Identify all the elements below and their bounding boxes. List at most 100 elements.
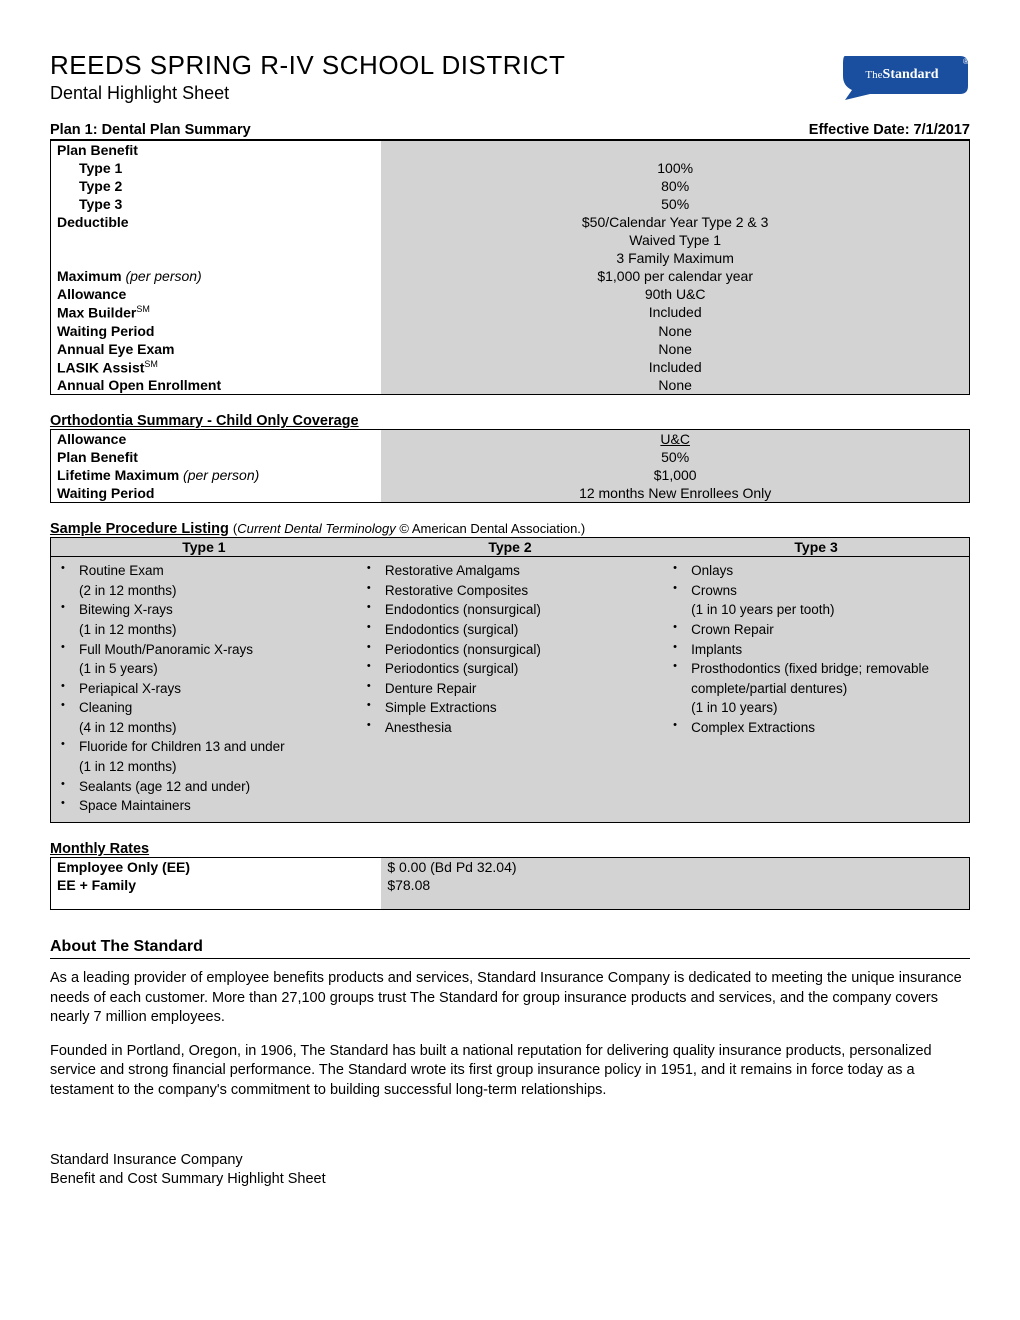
list-item: Restorative Amalgams bbox=[367, 561, 653, 581]
col-head-2: Type 2 bbox=[357, 538, 663, 557]
table-row: Waiting PeriodNone bbox=[51, 322, 970, 340]
list-item: Periodontics (surgical) bbox=[367, 659, 653, 679]
row-label: LASIK AssistSM bbox=[51, 358, 382, 377]
list-item: Fluoride for Children 13 and under(1 in … bbox=[61, 737, 347, 776]
list-item-sub: (1 in 12 months) bbox=[79, 757, 347, 777]
rate-label: EE + Family bbox=[51, 876, 382, 894]
row-label: Waiting Period bbox=[51, 484, 382, 503]
table-row: Lifetime Maximum (per person)$1,000 bbox=[51, 466, 970, 484]
effective-date: Effective Date: 7/1/2017 bbox=[809, 122, 970, 138]
list-item-sub: (4 in 12 months) bbox=[79, 718, 347, 738]
row-label: Waiting Period bbox=[51, 322, 382, 340]
row-label: Annual Open Enrollment bbox=[51, 376, 382, 395]
row-label: Annual Eye Exam bbox=[51, 340, 382, 358]
doc-subtitle: Dental Highlight Sheet bbox=[50, 83, 565, 104]
table-row: LASIK AssistSMIncluded bbox=[51, 358, 970, 377]
about-p2: Founded in Portland, Oregon, in 1906, Th… bbox=[50, 1042, 970, 1101]
list-item: Space Maintainers bbox=[61, 796, 347, 816]
spacer-row bbox=[51, 894, 970, 910]
footer-line1: Standard Insurance Company bbox=[50, 1151, 970, 1171]
footer: Standard Insurance Company Benefit and C… bbox=[50, 1151, 970, 1190]
table-row: Annual Eye ExamNone bbox=[51, 340, 970, 358]
row-value: Included bbox=[381, 358, 969, 377]
sample-title: Sample Procedure Listing bbox=[50, 521, 229, 537]
col-head-3: Type 3 bbox=[663, 538, 969, 557]
row-value: None bbox=[381, 322, 969, 340]
table-row: Type 1100% bbox=[51, 159, 970, 177]
table-row: 3 Family Maximum bbox=[51, 249, 970, 267]
row-value: $50/Calendar Year Type 2 & 3 bbox=[381, 213, 969, 231]
row-value: 50% bbox=[381, 448, 969, 466]
table-row: Allowance90th U&C bbox=[51, 285, 970, 303]
plan-summary-header: Plan 1: Dental Plan Summary Effective Da… bbox=[50, 122, 970, 140]
row-value: None bbox=[381, 340, 969, 358]
plan-summary-table: Plan BenefitType 1100%Type 280%Type 350%… bbox=[50, 140, 970, 395]
type3-list: OnlaysCrowns(1 in 10 years per tooth)Cro… bbox=[673, 561, 959, 737]
rate-label: Employee Only (EE) bbox=[51, 857, 382, 876]
table-row: Waiting Period12 months New Enrollees On… bbox=[51, 484, 970, 503]
row-label bbox=[51, 231, 382, 249]
list-item-sub: (1 in 5 years) bbox=[79, 659, 347, 679]
row-label: Type 3 bbox=[51, 195, 382, 213]
row-value: Included bbox=[381, 303, 969, 322]
list-item: Routine Exam(2 in 12 months) bbox=[61, 561, 347, 600]
table-row: Waived Type 1 bbox=[51, 231, 970, 249]
ortho-header: Orthodontia Summary - Child Only Coverag… bbox=[50, 413, 970, 429]
table-row: Employee Only (EE)$ 0.00 (Bd Pd 32.04) bbox=[51, 857, 970, 876]
table-row: AllowanceU&C bbox=[51, 430, 970, 449]
row-label: Plan Benefit bbox=[51, 141, 382, 160]
about-heading: About The Standard bbox=[50, 938, 970, 959]
plan-summary-title: Plan 1: Dental Plan Summary bbox=[50, 122, 251, 138]
title-block: REEDS SPRING R-IV SCHOOL DISTRICT Dental… bbox=[50, 50, 565, 104]
table-row: Maximum (per person)$1,000 per calendar … bbox=[51, 267, 970, 285]
rates-table: Employee Only (EE)$ 0.00 (Bd Pd 32.04)EE… bbox=[50, 857, 970, 911]
row-label: Max BuilderSM bbox=[51, 303, 382, 322]
row-value bbox=[381, 141, 969, 160]
sample-header: Sample Procedure Listing (Current Dental… bbox=[50, 521, 970, 537]
row-value: None bbox=[381, 376, 969, 395]
row-value: U&C bbox=[381, 430, 969, 449]
list-item: Periapical X-rays bbox=[61, 679, 347, 699]
rate-value: $78.08 bbox=[381, 876, 969, 894]
ortho-table: AllowanceU&CPlan Benefit50%Lifetime Maxi… bbox=[50, 429, 970, 503]
row-label: Allowance bbox=[51, 285, 382, 303]
list-item: Restorative Composites bbox=[367, 581, 653, 601]
row-value: 80% bbox=[381, 177, 969, 195]
list-item: Sealants (age 12 and under) bbox=[61, 777, 347, 797]
row-label: Allowance bbox=[51, 430, 382, 449]
row-label: Type 2 bbox=[51, 177, 382, 195]
list-item: Prosthodontics (fixed bridge; removable … bbox=[673, 659, 959, 718]
row-value: Waived Type 1 bbox=[381, 231, 969, 249]
type2-list: Restorative AmalgamsRestorative Composit… bbox=[367, 561, 653, 737]
list-item: Onlays bbox=[673, 561, 959, 581]
list-item: Full Mouth/Panoramic X-rays(1 in 5 years… bbox=[61, 640, 347, 679]
type1-list: Routine Exam(2 in 12 months)Bitewing X-r… bbox=[61, 561, 347, 815]
list-item: Endodontics (nonsurgical) bbox=[367, 600, 653, 620]
list-item-sub: (2 in 12 months) bbox=[79, 581, 347, 601]
table-row: Plan Benefit50% bbox=[51, 448, 970, 466]
list-item: Periodontics (nonsurgical) bbox=[367, 640, 653, 660]
list-item: Simple Extractions bbox=[367, 698, 653, 718]
row-label bbox=[51, 249, 382, 267]
row-label: Type 1 bbox=[51, 159, 382, 177]
rate-value: $ 0.00 (Bd Pd 32.04) bbox=[381, 857, 969, 876]
svg-text:®: ® bbox=[963, 57, 969, 66]
procedures-table: Type 1 Type 2 Type 3 Routine Exam(2 in 1… bbox=[50, 537, 970, 822]
table-row: Max BuilderSMIncluded bbox=[51, 303, 970, 322]
row-value: 100% bbox=[381, 159, 969, 177]
footer-line2: Benefit and Cost Summary Highlight Sheet bbox=[50, 1170, 970, 1190]
row-value: 3 Family Maximum bbox=[381, 249, 969, 267]
row-label: Lifetime Maximum (per person) bbox=[51, 466, 382, 484]
list-item-sub: (1 in 12 months) bbox=[79, 620, 347, 640]
list-item: Crown Repair bbox=[673, 620, 959, 640]
row-value: 12 months New Enrollees Only bbox=[381, 484, 969, 503]
sample-note: (Current Dental Terminology © American D… bbox=[233, 521, 585, 536]
row-label: Plan Benefit bbox=[51, 448, 382, 466]
list-item: Cleaning(4 in 12 months) bbox=[61, 698, 347, 737]
list-item: Implants bbox=[673, 640, 959, 660]
table-row: Type 280% bbox=[51, 177, 970, 195]
list-item: Complex Extractions bbox=[673, 718, 959, 738]
row-value: $1,000 per calendar year bbox=[381, 267, 969, 285]
list-item: Anesthesia bbox=[367, 718, 653, 738]
list-item-sub: (1 in 10 years) bbox=[691, 698, 959, 718]
